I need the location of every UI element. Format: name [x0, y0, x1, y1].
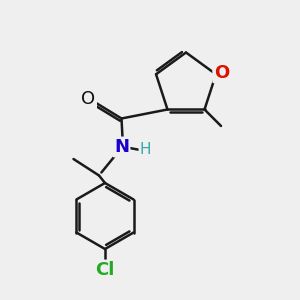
Text: Cl: Cl — [95, 261, 115, 279]
Text: N: N — [114, 138, 129, 156]
Text: H: H — [140, 142, 151, 158]
Text: O: O — [81, 90, 96, 108]
Text: O: O — [214, 64, 229, 82]
